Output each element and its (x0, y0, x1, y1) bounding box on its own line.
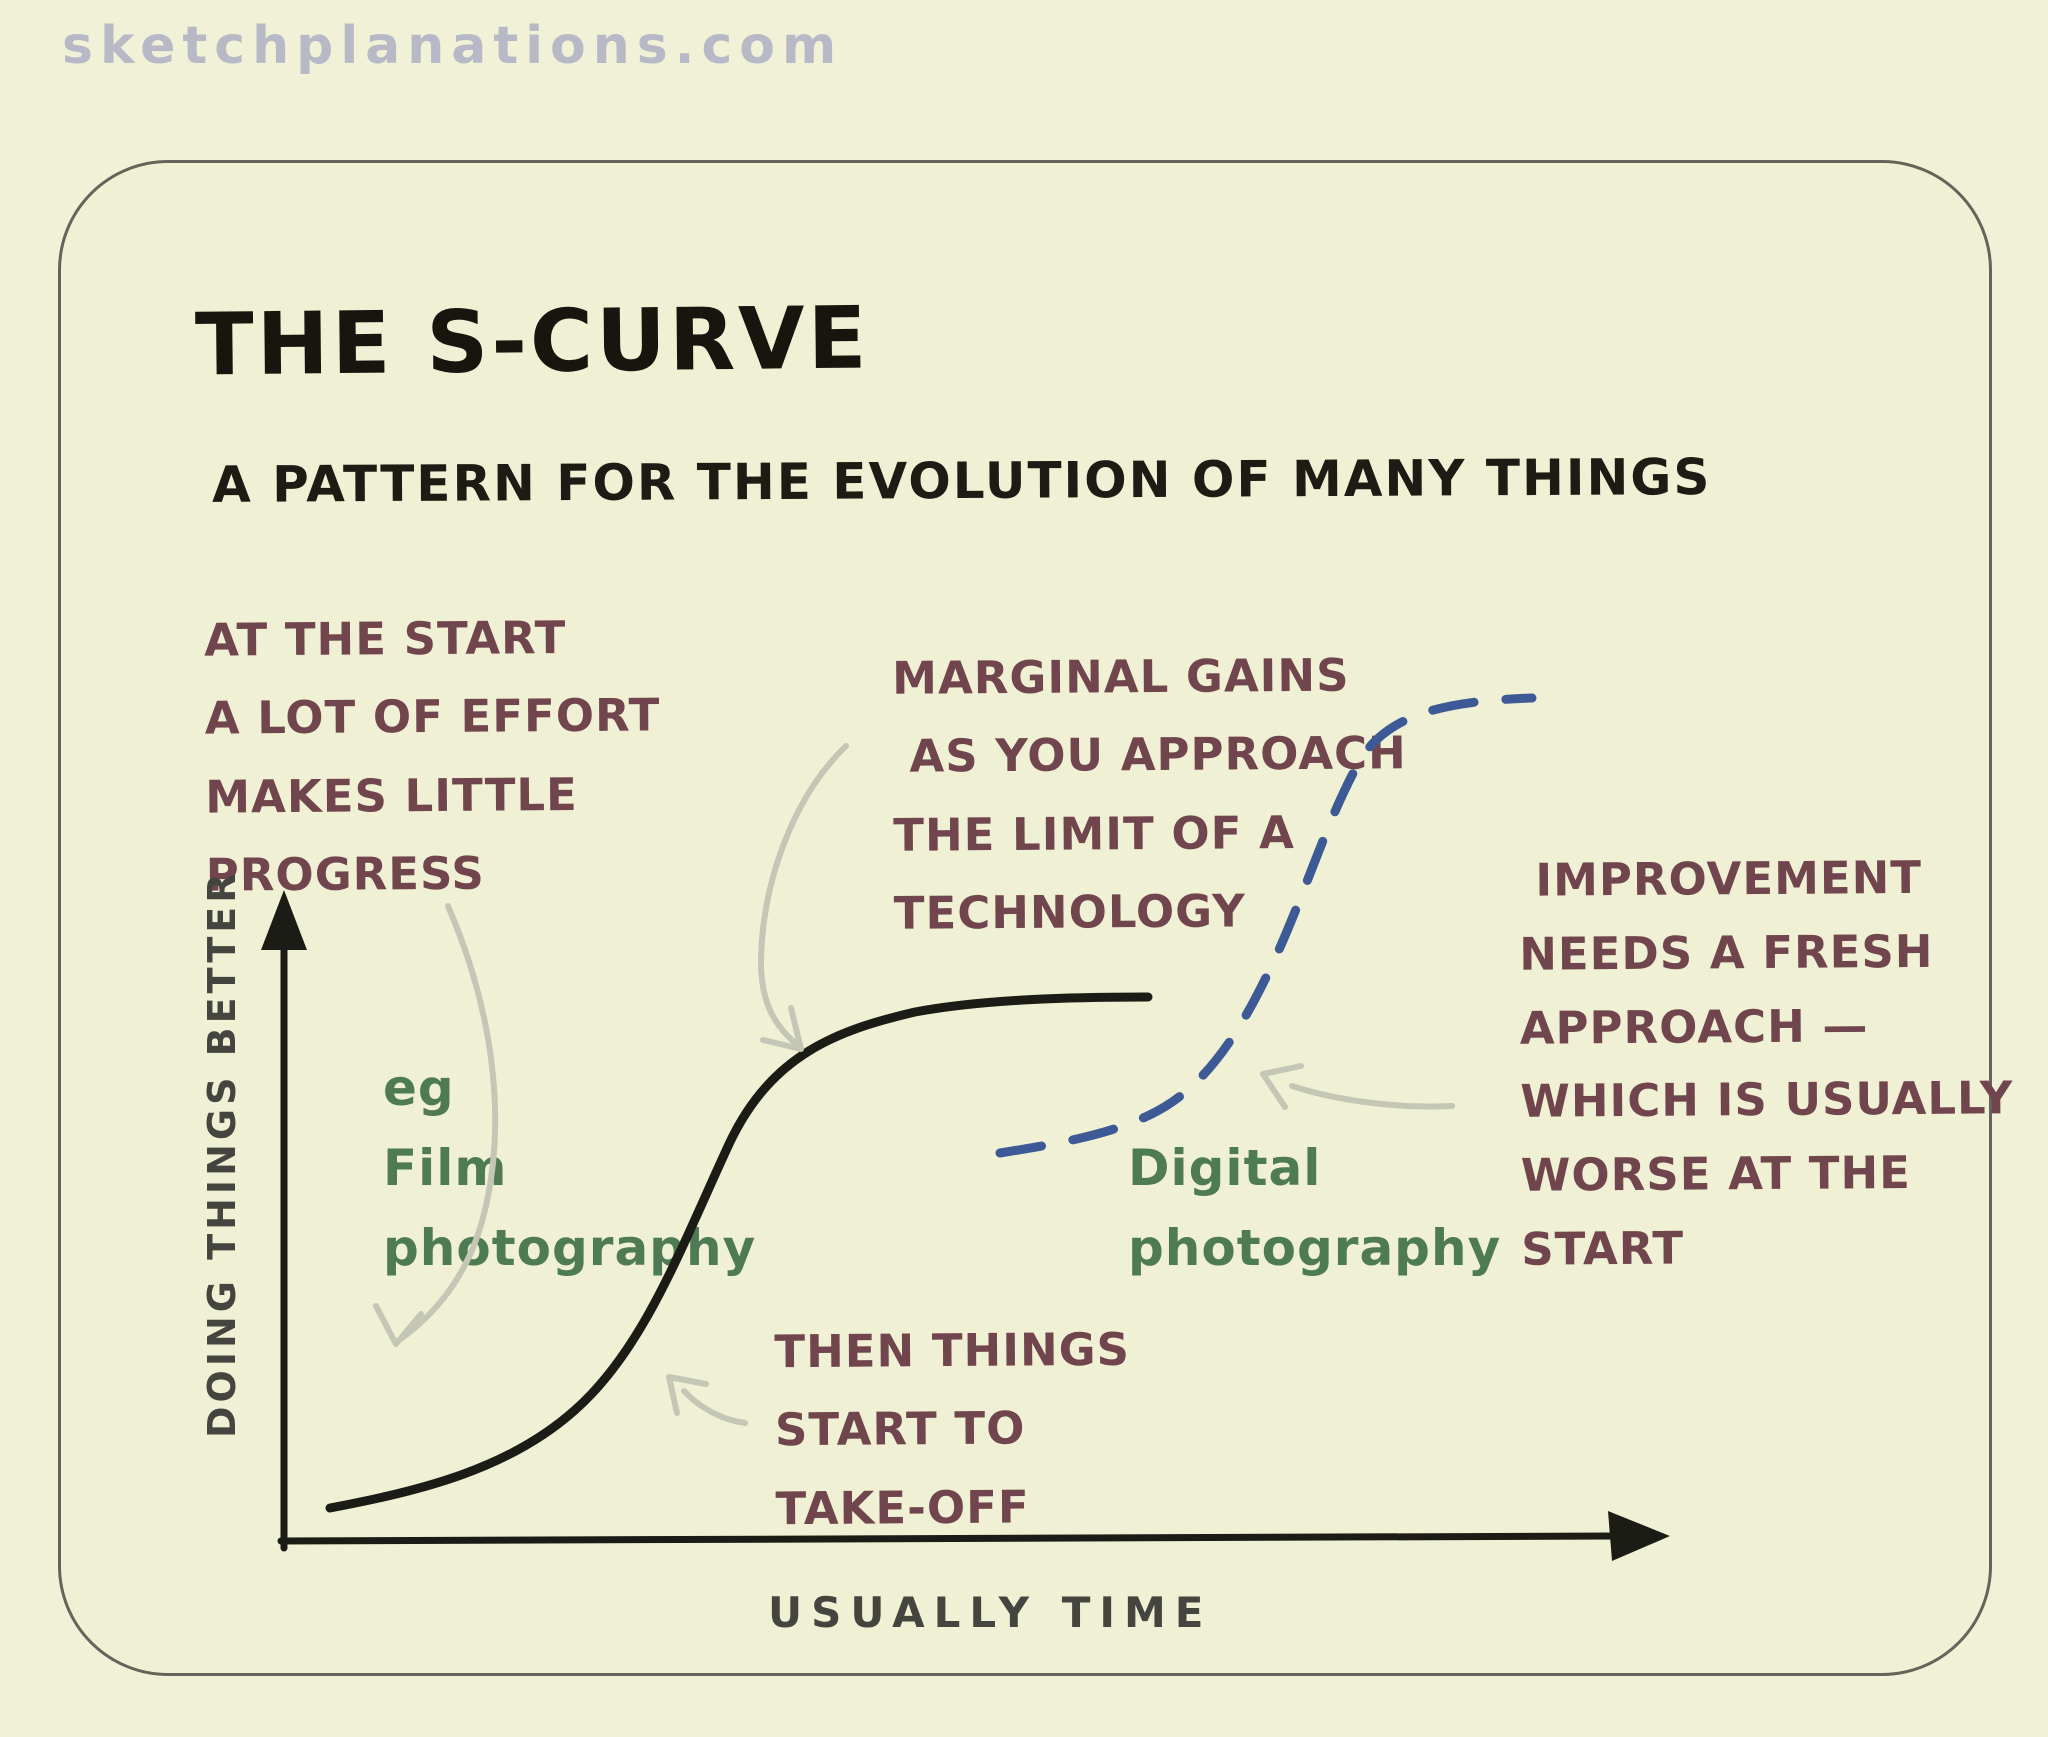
arrow-start-arrowhead-icon (373, 1303, 424, 1347)
y-axis-arrowhead-icon (261, 890, 307, 950)
label-digital-photography: Digital photography (1128, 1139, 1502, 1277)
sketch-card-border (58, 160, 1992, 1676)
arrow-takeoff-arrowhead-icon (666, 1374, 709, 1416)
arrow-marginal-arrowhead-icon (760, 1005, 804, 1052)
site-watermark: sketchplanations.com (62, 16, 844, 76)
arrow-takeoff-to-curve (681, 1388, 748, 1426)
arrow-improvement-to-dashed-curve (1289, 1083, 1455, 1110)
arrow-improvement-arrowhead-icon (1260, 1063, 1304, 1110)
arrow-marginal-to-curve (757, 743, 849, 1050)
x-axis-label: USUALLY TIME (768, 1588, 1213, 1637)
x-axis-line (277, 1532, 1618, 1545)
dashed-s-curve (995, 693, 1537, 1158)
x-axis-arrowhead-icon (1608, 1511, 1670, 1561)
arrow-start-to-curve (395, 903, 499, 1344)
solid-s-curve (325, 992, 1153, 1513)
